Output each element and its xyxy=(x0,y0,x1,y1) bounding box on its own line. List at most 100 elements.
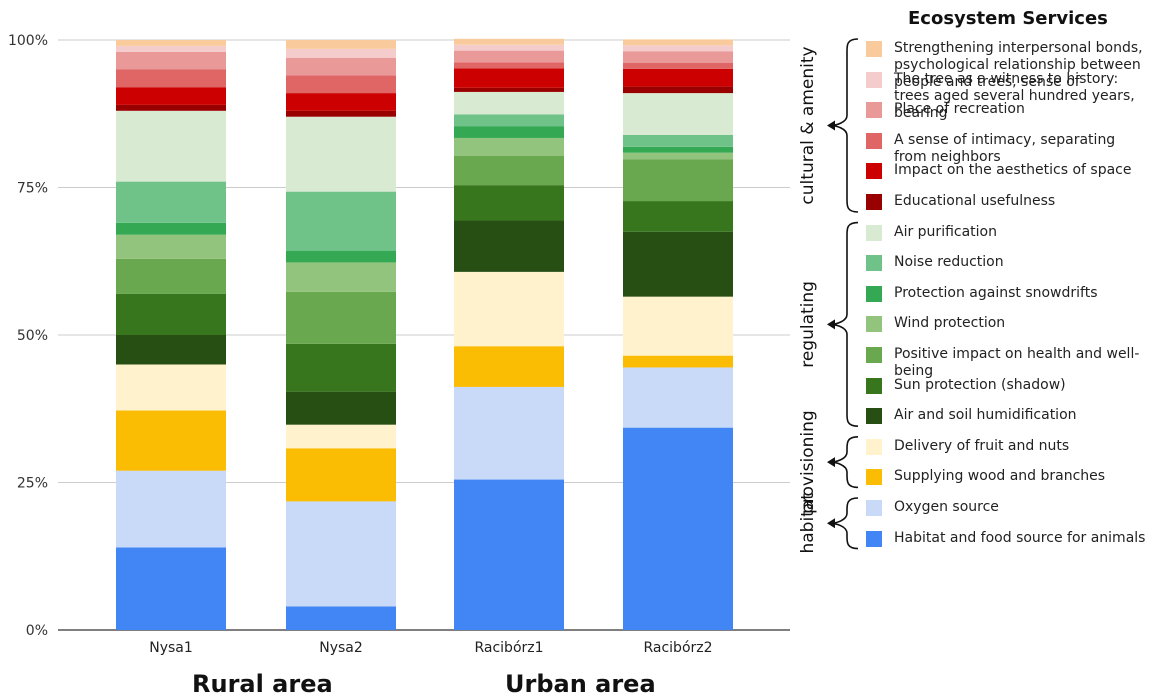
legend-swatch xyxy=(866,71,882,88)
legend-item: The tree as a witness to history: trees … xyxy=(866,71,1151,121)
legend-label: The tree as a witness to history: trees … xyxy=(894,70,1135,121)
bar-segment xyxy=(623,93,733,135)
legend-label: Positive impact on health and well-being xyxy=(894,346,1140,379)
bar-segment xyxy=(286,606,396,630)
bar-segment xyxy=(454,44,564,51)
bar-segment xyxy=(286,262,396,292)
legend-item: Sun protection (shadow) xyxy=(866,377,1151,407)
bar-segment xyxy=(116,222,226,235)
bar-segment xyxy=(623,45,733,52)
bar-segment xyxy=(454,91,564,115)
legend-label: Wind protection xyxy=(894,315,1006,332)
bar-segment xyxy=(454,126,564,138)
group-label-urban: Urban area xyxy=(505,670,656,698)
bar-segment xyxy=(454,87,564,92)
bar-segment xyxy=(116,110,226,182)
legend-swatch xyxy=(866,469,882,486)
legend-item: Noise reduction xyxy=(866,254,1151,284)
legend-label: Strengthening interpersonal bonds, psych… xyxy=(894,40,1143,90)
legend-item: Supplying wood and branches xyxy=(866,468,1151,498)
bar-segment xyxy=(623,134,733,147)
bar-segment xyxy=(623,51,733,64)
legend-swatch xyxy=(866,347,882,363)
legend-label: Delivery of fruit and nuts xyxy=(894,437,1070,454)
bar-segment xyxy=(286,93,396,111)
legend-swatch xyxy=(866,500,882,516)
x-tick-labels: Nysa1 Nysa2 Racibórz1 Racibórz2 xyxy=(149,640,712,656)
bar-segment xyxy=(116,51,226,70)
legend-item: Air and soil humidification xyxy=(866,407,1151,437)
bar-stack xyxy=(286,40,396,630)
legend-swatch xyxy=(866,132,882,149)
bar-segment xyxy=(454,271,564,347)
legend-swatch xyxy=(866,285,882,302)
bar-segment xyxy=(116,45,226,52)
legend-swatch xyxy=(866,194,882,210)
bar-segment xyxy=(454,386,564,480)
bar-segment xyxy=(116,335,226,365)
bar-segment xyxy=(454,220,564,272)
bar-segment xyxy=(286,116,396,192)
bar-segment xyxy=(286,448,396,502)
bar-segment xyxy=(623,201,733,232)
legend-item: Positive impact on health and well-being xyxy=(866,346,1151,379)
legend-item: Protection against snowdrifts xyxy=(866,285,1151,315)
legend-item: Educational usefulness xyxy=(866,193,1151,223)
x-tick-label: Nysa1 xyxy=(149,640,193,656)
x-tick-label: Nysa2 xyxy=(319,640,363,656)
bar-segment xyxy=(454,155,564,186)
legend-swatch xyxy=(866,408,882,425)
bar-segment xyxy=(286,75,396,94)
bar-segment xyxy=(286,191,396,251)
legend-swatch xyxy=(866,224,882,241)
bar-segment xyxy=(116,470,226,548)
service-group-label: provisioning xyxy=(798,410,818,514)
bar-segment xyxy=(116,364,226,411)
bar-segment xyxy=(454,38,564,45)
legend-item: Wind protection xyxy=(866,315,1151,345)
legend-item: A sense of intimacy, separating from nei… xyxy=(866,132,1151,165)
bar-segment xyxy=(623,427,733,630)
legend-swatch xyxy=(866,102,882,119)
legend-label: Supplying wood and branches xyxy=(894,468,1106,485)
bar-segment xyxy=(623,152,733,160)
x-tick-label: Racibórz1 xyxy=(474,640,543,656)
bar-segment xyxy=(623,39,733,46)
y-tick-label: 100% xyxy=(8,33,48,49)
bar-segment xyxy=(116,104,226,111)
brace-arrow xyxy=(827,120,835,131)
bar-segment xyxy=(286,424,396,449)
service-group-label: regulating xyxy=(798,281,818,368)
legend-label: A sense of intimacy, separating from nei… xyxy=(894,131,1116,165)
legend-swatch xyxy=(866,316,882,333)
bar-segment xyxy=(623,146,733,153)
bar-segment xyxy=(286,501,396,607)
bar-segment xyxy=(454,68,564,88)
legend-swatch xyxy=(866,530,882,547)
bar-segment xyxy=(454,62,564,69)
brace-arrow xyxy=(827,319,835,330)
bar-segment xyxy=(623,367,733,428)
legend-label: Air and soil humidification xyxy=(894,407,1077,424)
bar-segment xyxy=(454,114,564,127)
bar-stack xyxy=(454,38,564,630)
bar-segment xyxy=(623,68,733,87)
bar-segment xyxy=(116,258,226,294)
legend-label: Place of recreation xyxy=(894,101,1025,118)
legend-item: Habitat and food source for animals xyxy=(866,530,1151,560)
legend-label: Protection against snowdrifts xyxy=(894,284,1098,301)
brace-arrow xyxy=(827,457,835,468)
bar-segment xyxy=(623,63,733,69)
legend-item: Place of recreation xyxy=(866,101,1151,131)
y-tick-labels: 0% 25% 50% 75% 100% xyxy=(8,33,48,639)
legend-label: Oxygen source xyxy=(894,499,999,515)
bar-segment xyxy=(623,86,733,94)
bar-segment xyxy=(116,40,226,46)
bar-segment xyxy=(454,479,564,630)
bar-segment xyxy=(116,547,226,630)
bar-segment xyxy=(286,291,396,344)
bar-segment xyxy=(454,346,564,387)
bar-segment xyxy=(454,185,564,221)
bar-segment xyxy=(116,87,226,105)
